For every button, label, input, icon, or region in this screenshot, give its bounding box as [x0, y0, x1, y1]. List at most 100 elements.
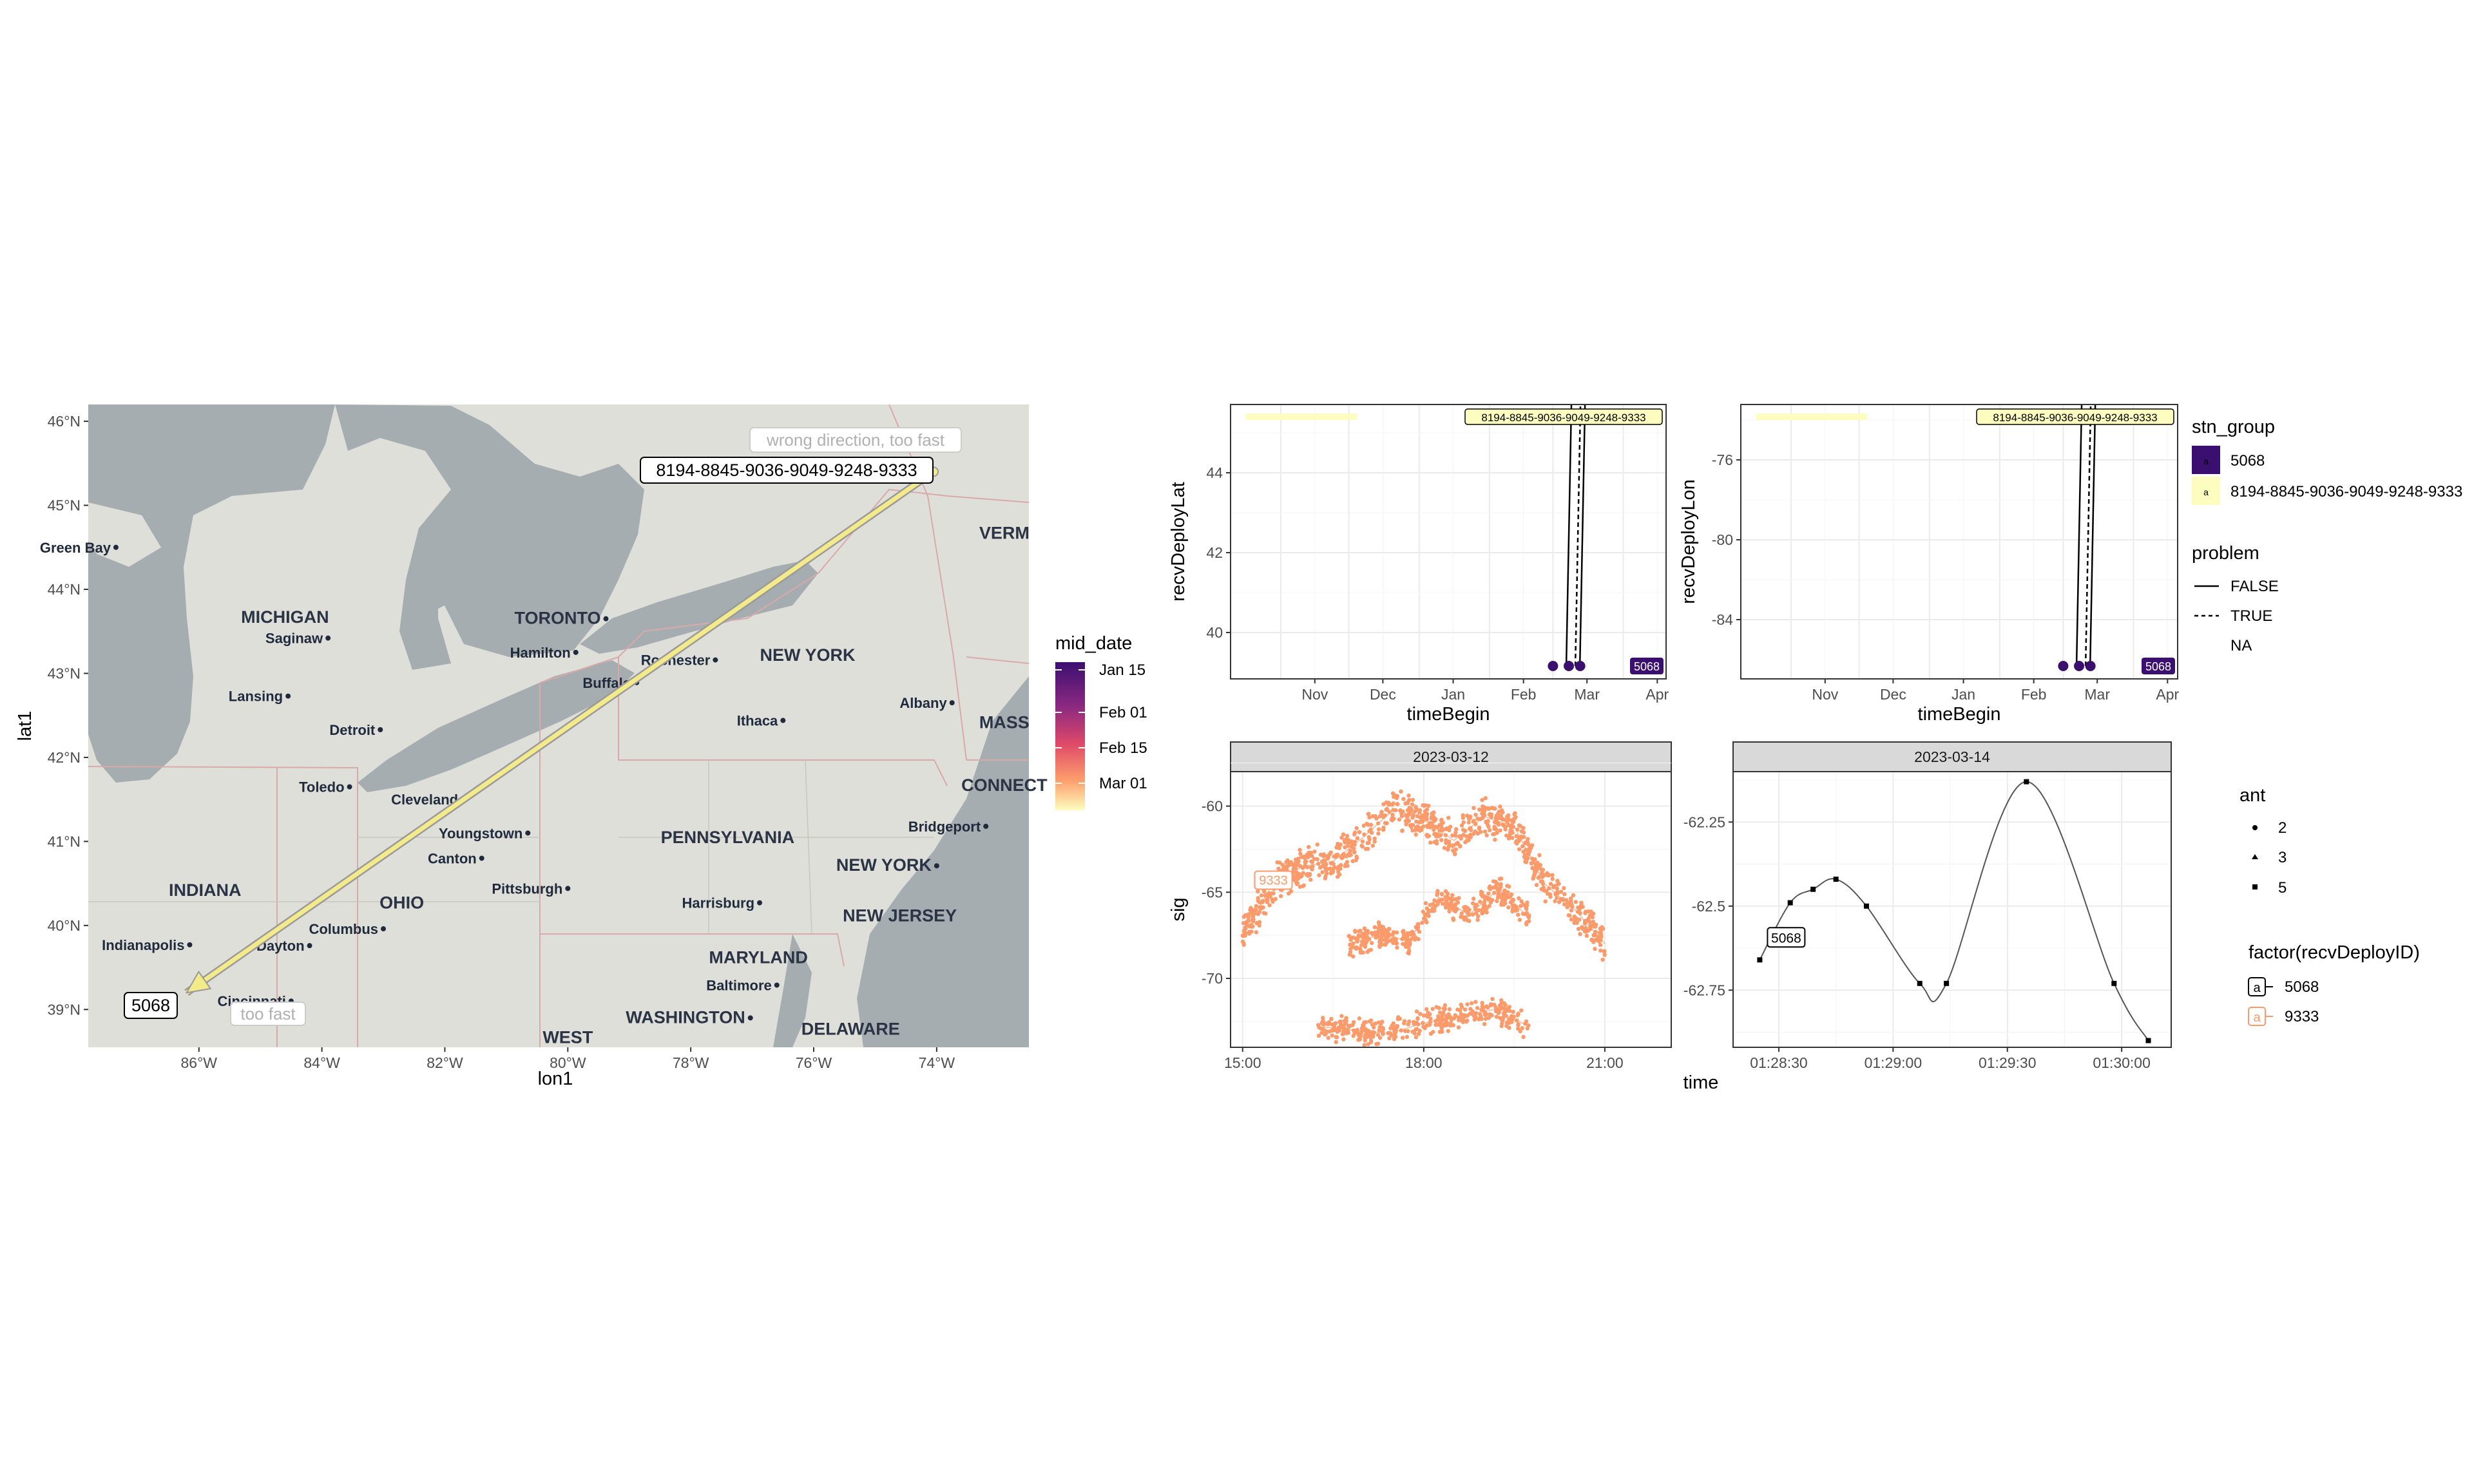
sig-12-point-1629: [1439, 1026, 1444, 1031]
sig-12-point-813: [1506, 813, 1511, 818]
lat-panel-tag-bottom: 5068: [1634, 660, 1660, 673]
sig-12-point-1199: [1499, 882, 1503, 886]
station-label-a: 8194-8845-9036-9049-9248-9333: [640, 457, 934, 484]
sig-12-point-1075: [1519, 904, 1523, 908]
sig-14-x-axis-title: time: [1683, 1072, 1719, 1093]
sig-12-point-640: [1399, 789, 1403, 794]
map-x-tick-label-0: 86°W: [181, 1054, 218, 1071]
sig-12-point-763: [1555, 886, 1559, 891]
ant-legend-title: ant: [2239, 785, 2265, 806]
sig-12-point-804: [1343, 862, 1348, 866]
sig-facet-2023-03-14: 2023-03-14 5068 01:28:30 01:29:00 01:29:30 01…: [1683, 741, 2172, 1093]
sig-14-border: [1732, 771, 2172, 1048]
sig-12-point-869: [1354, 858, 1358, 862]
sig-12-point-685: [1381, 825, 1386, 830]
sig-12-point-1599: [1392, 1037, 1397, 1042]
sig-12-point-967: [1472, 897, 1476, 901]
map-y-tick-label-6: 45°N: [48, 497, 81, 514]
sig-12-point-508: [1374, 816, 1379, 821]
sig-14-series-tag-box: [1767, 927, 1806, 948]
lat-panel-x-tick-label-5: Apr: [1645, 686, 1669, 703]
sig-12-point-302: [1278, 894, 1283, 899]
lat-panel-segment-2: [1578, 404, 1586, 667]
map-city-label-13: Hamilton: [510, 645, 571, 661]
sig-12-point-636: [1298, 884, 1303, 889]
map-city-dot-19: [757, 900, 763, 906]
sig-12-point-1614: [1418, 1011, 1423, 1016]
sig-12-point-752: [1429, 816, 1434, 821]
sig-12-point-886: [1432, 819, 1437, 823]
sig-12-point-292: [1367, 815, 1372, 820]
sig-12-point-823: [1365, 846, 1370, 851]
sig-12-point-892: [1347, 838, 1351, 842]
sig-12-point-957: [1421, 909, 1426, 914]
sig-12-point-480: [1514, 833, 1519, 839]
sig-12-point-1480: [1518, 1029, 1522, 1034]
sig-12-point-373: [1472, 819, 1476, 823]
sig-12-point-1129: [1519, 899, 1524, 904]
sig-12-point-781: [1344, 854, 1348, 859]
sig-12-point-1593: [1456, 1025, 1461, 1030]
sig-12-point-672: [1359, 843, 1364, 848]
lat-panel-x-tick-label-0: Nov: [1301, 686, 1328, 703]
sig-12-point-809: [1321, 852, 1326, 857]
sig-12-point-1618: [1465, 1018, 1470, 1023]
sig-12-point-1177: [1480, 911, 1484, 916]
map-city-dot-6: [525, 830, 531, 836]
problem-label-top-box: [749, 427, 962, 453]
map-state-label-4: INDIANA: [169, 880, 242, 900]
lon-panel-point-1: [2074, 661, 2085, 671]
sig-12-point-830: [1296, 877, 1301, 881]
sig-14-strip: [1732, 741, 2172, 772]
sig-12-point-807: [1285, 867, 1289, 872]
sig-12-series-tag-box: [1254, 870, 1293, 890]
sig-12-point-1584: [1520, 1026, 1524, 1031]
sig-12-point-1207: [1395, 946, 1399, 950]
lat-panel-grid: [1231, 404, 1666, 679]
sig-12-point-548: [1482, 829, 1488, 834]
sig-12-point-615: [1439, 817, 1444, 822]
sig-12-point-609: [1309, 877, 1313, 882]
sig-12-point-405: [1352, 850, 1357, 855]
sig-12-point-1007: [1435, 891, 1440, 895]
sig-12-point-537: [1366, 812, 1371, 816]
sig-12-point-874: [1511, 816, 1517, 821]
sig-12-point-613: [1318, 852, 1323, 857]
problem-label-na: NA: [2230, 637, 2252, 654]
lon-panel-tag-top-box: [1976, 408, 2174, 425]
sig-12-point-788: [1249, 924, 1254, 929]
sig-12-point-734: [1292, 862, 1298, 868]
sig-14-point-1: [1787, 900, 1793, 906]
sig-12-point-1431: [1401, 1036, 1405, 1040]
sig-12-point-524: [1240, 939, 1245, 944]
sig-12-point-601: [1368, 827, 1373, 832]
sig-12-point-1540: [1390, 1033, 1395, 1038]
problem-label-top-text: wrong direction, too fast: [766, 430, 945, 450]
sig-12-point-1426: [1437, 1010, 1443, 1015]
sig-12-point-828: [1385, 807, 1389, 812]
sig-12-point-1633: [1351, 1020, 1356, 1025]
sig-12-point-528: [1475, 831, 1480, 836]
map-city-label-14: TORONTO: [514, 609, 600, 628]
sig-14-point-8: [2111, 980, 2117, 986]
sig-12-point-1270: [1428, 902, 1432, 908]
sig-12-point-838: [1390, 818, 1395, 823]
sig-12-point-1350: [1366, 1042, 1370, 1047]
sig-12-point-766: [1508, 828, 1513, 832]
sig-12-point-1201: [1369, 940, 1374, 946]
lat-panel-y-tick-label-1: 42: [1206, 544, 1223, 561]
map-state-label-11: VERM: [979, 524, 1030, 543]
sig-12-point-1565: [1430, 1007, 1435, 1011]
sig-12-point-305: [1486, 824, 1491, 829]
sig-12-point-1650: [1348, 1023, 1353, 1028]
sig-12-point-1137: [1348, 946, 1353, 951]
sig-12-point-853: [1406, 810, 1412, 815]
sig-12-point-1465: [1407, 1019, 1412, 1024]
lat-panel-x-tick-label-3: Feb: [1511, 686, 1537, 703]
lat-panel-y-tick-label-0: 40: [1206, 624, 1223, 641]
sig-12-point-546: [1461, 828, 1466, 832]
sig-12-point-1212: [1505, 884, 1510, 888]
sig-12-point-1368: [1516, 1023, 1520, 1027]
sig-12-point-355: [1320, 870, 1325, 875]
map-city-label-9: Columbus: [309, 921, 378, 937]
